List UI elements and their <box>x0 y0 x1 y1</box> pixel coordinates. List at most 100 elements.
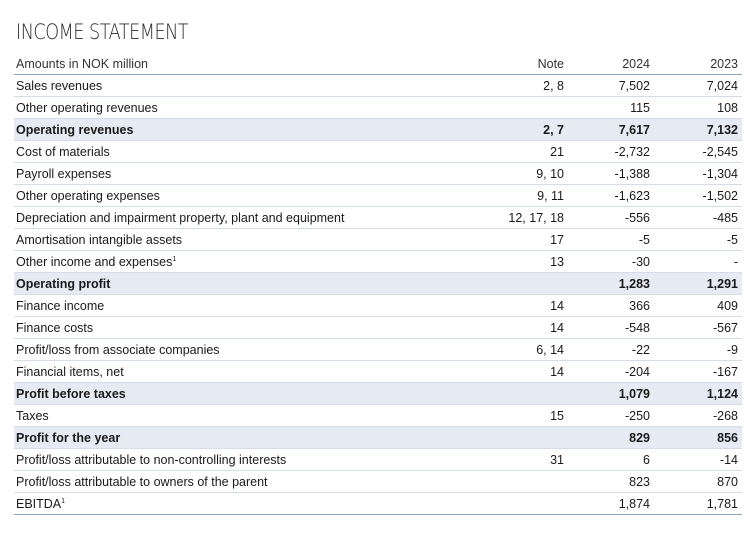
row-label: Operating revenues <box>16 123 133 137</box>
row-label: Financial items, net <box>16 365 124 379</box>
row-note: 21 <box>550 145 564 159</box>
row-value-2023: 108 <box>717 101 738 115</box>
row-label-text: Depreciation and impairment property, pl… <box>16 211 345 225</box>
row-label-text: Profit for the year <box>16 431 121 445</box>
row-value-2024: -204 <box>624 365 650 379</box>
row-value-2023: 7,132 <box>706 123 738 137</box>
row-value-2023: 1,124 <box>706 387 738 401</box>
row-label-text: Profit/loss attributable to owners of th… <box>16 475 268 489</box>
row-note: 2, 7 <box>543 123 564 137</box>
row-value-2024: -2,732 <box>614 145 650 159</box>
row-label: Cost of materials <box>16 145 110 159</box>
row-value-2024: 829 <box>629 431 650 445</box>
header-note: Note <box>537 57 564 71</box>
table-row: Operating revenues 2, 7 7,617 7,132 <box>14 119 742 141</box>
table-row: Depreciation and impairment property, pl… <box>14 207 742 229</box>
row-value-2023: -9 <box>726 343 738 357</box>
row-note: 6, 14 <box>536 343 564 357</box>
header-2024: 2024 <box>622 57 650 71</box>
row-note: 13 <box>550 255 564 269</box>
row-label: Payroll expenses <box>16 167 111 181</box>
row-label: Operating profit <box>16 277 110 291</box>
page-title: INCOME STATEMENT <box>16 20 189 44</box>
row-label-text: Payroll expenses <box>16 167 112 181</box>
row-value-2023: -167 <box>712 365 738 379</box>
row-value-2023: 870 <box>717 475 738 489</box>
row-value-2023: 1,291 <box>706 277 738 291</box>
row-note: 14 <box>550 299 564 313</box>
row-label: Sales revenues <box>16 79 102 93</box>
row-value-2024: -250 <box>624 409 650 423</box>
table-row: Other operating revenues 115 108 <box>14 97 742 119</box>
table-row: Other income and expenses1 13 -30 - <box>14 251 742 273</box>
row-label-text: EBITDA <box>16 497 62 511</box>
row-label-text: Cost of materials <box>16 145 110 159</box>
row-label-text: Profit before taxes <box>16 387 126 401</box>
row-label: Other income and expenses1 <box>16 255 176 269</box>
row-label: Profit for the year <box>16 431 120 445</box>
row-value-2023: -268 <box>712 409 738 423</box>
footnote-marker: 1 <box>61 497 66 505</box>
row-value-2024: 7,502 <box>618 79 650 93</box>
table-row: Finance costs 14 -548 -567 <box>14 317 742 339</box>
row-value-2024: 823 <box>629 475 650 489</box>
row-value-2023: -567 <box>712 321 738 335</box>
footnote-marker: 1 <box>172 255 177 263</box>
table-body: Sales revenues 2, 8 7,502 7,024 Other operat… <box>14 75 742 515</box>
header-amounts-label: Amounts in NOK million <box>16 57 148 71</box>
row-value-2023: 409 <box>717 299 738 313</box>
row-label: Other operating revenues <box>16 101 158 115</box>
row-note: 17 <box>550 233 564 247</box>
row-value-2023: 1,781 <box>706 497 738 511</box>
row-note: 9, 10 <box>536 167 564 181</box>
row-label-text: Taxes <box>16 409 49 423</box>
row-label: Profit before taxes <box>16 387 126 401</box>
row-label: Finance income <box>16 299 104 313</box>
table-row: Profit for the year 829 856 <box>14 427 742 449</box>
table-row: Profit/loss from associate companies 6, 1… <box>14 339 742 361</box>
row-value-2024: 1,283 <box>618 277 650 291</box>
row-note: 2, 8 <box>543 79 564 93</box>
row-label-text: Other income and expenses <box>16 255 173 269</box>
row-label: Depreciation and impairment property, pl… <box>16 211 344 225</box>
row-value-2023: - <box>733 255 738 269</box>
table-row: Profit/loss attributable to owners of th… <box>14 471 742 493</box>
row-label: EBITDA1 <box>16 497 65 511</box>
row-label-text: Financial items, net <box>16 365 124 379</box>
row-value-2023: 856 <box>717 431 738 445</box>
row-value-2024: 115 <box>630 101 650 115</box>
row-value-2024: 7,617 <box>618 123 650 137</box>
row-value-2023: -1,304 <box>702 167 738 181</box>
row-label-text: Operating profit <box>16 277 111 291</box>
table-row: Sales revenues 2, 8 7,502 7,024 <box>14 75 742 97</box>
row-note: 14 <box>550 321 564 335</box>
row-label: Other operating expenses <box>16 189 160 203</box>
table-row: EBITDA1 1,874 1,781 <box>14 493 742 515</box>
row-label: Taxes <box>16 409 49 423</box>
row-value-2023: -5 <box>726 233 738 247</box>
row-value-2023: -1,502 <box>702 189 738 203</box>
row-value-2023: -2,545 <box>702 145 738 159</box>
row-label-text: Sales revenues <box>16 79 103 93</box>
row-value-2023: -14 <box>719 453 738 467</box>
row-label-text: Profit/loss from associate companies <box>16 343 220 357</box>
row-note: 12, 17, 18 <box>508 211 564 225</box>
row-value-2023: -485 <box>712 211 738 225</box>
table-row: Other operating expenses 9, 11 -1,623 -1,50… <box>14 185 742 207</box>
row-label: Amortisation intangible assets <box>16 233 182 247</box>
header-2023: 2023 <box>710 57 738 71</box>
row-value-2024: 1,874 <box>618 497 650 511</box>
row-label-text: Finance costs <box>16 321 94 335</box>
row-label-text: Profit/loss attributable to non-controll… <box>16 453 287 467</box>
row-label: Profit/loss attributable to owners of th… <box>16 475 268 489</box>
table-row: Taxes 15 -250 -268 <box>14 405 742 427</box>
table-row: Operating profit 1,283 1,291 <box>14 273 742 295</box>
table-header-row: Amounts in NOK million Note 2024 2023 <box>14 53 742 75</box>
row-value-2024: 6 <box>643 453 650 467</box>
table-row: Profit/loss attributable to non-controll… <box>14 449 742 471</box>
row-value-2024: -1,388 <box>614 167 650 181</box>
row-value-2024: -30 <box>631 255 650 269</box>
row-value-2024: 366 <box>629 299 650 313</box>
row-note: 15 <box>550 409 564 423</box>
table-row: Financial items, net 14 -204 -167 <box>14 361 742 383</box>
